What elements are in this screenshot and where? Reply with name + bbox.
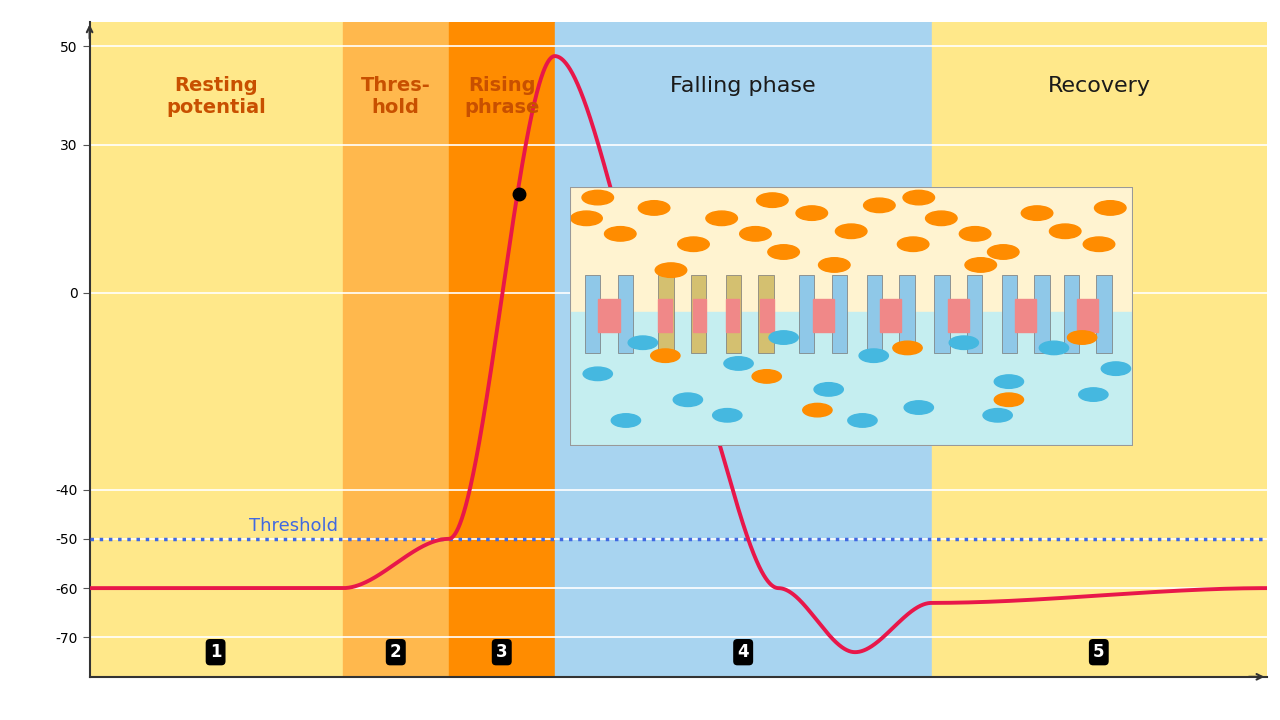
Circle shape [987,245,1019,259]
Circle shape [740,227,772,241]
Text: 2: 2 [390,643,402,661]
Text: 3: 3 [495,643,508,661]
Bar [658,275,673,353]
Circle shape [893,341,922,355]
Bar [1034,275,1050,353]
Circle shape [1021,206,1053,220]
Bar [449,22,554,677]
Circle shape [1083,237,1115,251]
Bar [867,275,882,353]
Text: Resting
potential: Resting potential [166,76,266,117]
Text: Threshold: Threshold [248,518,338,536]
Bar [1015,299,1037,333]
Circle shape [673,393,703,407]
Circle shape [1079,388,1108,401]
Circle shape [803,403,832,417]
Bar [692,299,707,333]
Bar [1064,275,1079,353]
Bar [832,275,847,353]
Bar [932,22,1267,677]
Circle shape [897,237,929,251]
Circle shape [639,201,669,215]
Circle shape [1068,330,1097,344]
Circle shape [612,414,640,427]
Bar [570,187,1133,312]
Circle shape [677,237,709,251]
Circle shape [836,224,867,238]
Circle shape [724,356,753,370]
Bar [760,299,773,333]
Bar [570,312,1133,446]
Circle shape [655,263,687,277]
Circle shape [713,408,742,422]
Circle shape [604,227,636,241]
Circle shape [983,408,1012,422]
Bar [900,275,914,353]
Circle shape [769,330,799,344]
Circle shape [768,245,800,259]
Circle shape [584,367,612,381]
Bar [1078,299,1098,333]
Text: Rising
phrase: Rising phrase [465,76,539,117]
Circle shape [925,211,957,225]
Bar [726,275,741,353]
Circle shape [965,258,997,272]
Circle shape [818,258,850,272]
Text: 1: 1 [210,643,221,661]
Circle shape [1101,362,1130,375]
Bar [881,299,901,333]
Text: Recovery: Recovery [1048,76,1151,96]
Circle shape [814,382,844,396]
Circle shape [864,198,895,212]
Bar [599,299,620,333]
Circle shape [995,393,1024,407]
Circle shape [904,401,933,414]
Text: 5: 5 [1093,643,1105,661]
Text: Thres-
hold: Thres- hold [361,76,430,117]
Circle shape [796,206,828,220]
Bar [618,275,634,353]
Bar [585,275,600,353]
Circle shape [950,336,978,349]
Bar [554,22,932,677]
Bar [813,299,833,333]
Bar [947,299,969,333]
Circle shape [902,190,934,204]
Bar [658,299,672,333]
Bar [726,299,740,333]
Circle shape [859,349,888,362]
Bar [799,275,814,353]
Circle shape [705,211,737,225]
Circle shape [995,375,1024,388]
Text: 4: 4 [737,643,749,661]
Circle shape [1094,201,1126,215]
Circle shape [1050,224,1082,238]
Circle shape [1039,341,1069,355]
Circle shape [650,349,680,362]
Bar [934,275,950,353]
Bar [1002,275,1018,353]
Bar [966,275,982,353]
Bar [343,22,449,677]
Circle shape [756,193,788,207]
Bar [759,275,773,353]
Circle shape [582,190,613,204]
Bar [90,22,343,677]
Bar [691,275,707,353]
Text: Falling phase: Falling phase [671,76,815,96]
Bar [1097,275,1111,353]
Circle shape [847,414,877,427]
Circle shape [628,336,658,349]
Circle shape [959,227,991,241]
Circle shape [571,211,603,225]
Circle shape [753,369,781,383]
